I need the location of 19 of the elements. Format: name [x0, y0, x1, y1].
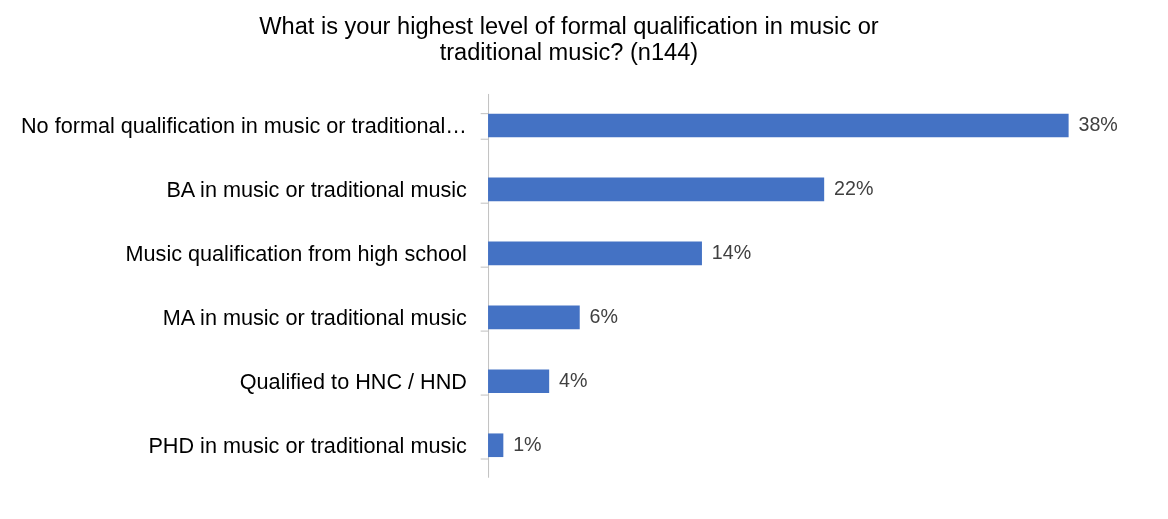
y-tick-label: BA in music or traditional music	[166, 176, 468, 202]
bar	[488, 369, 550, 394]
y-tick-label: Qualified to HNC / HND	[239, 368, 467, 394]
y-tick-label: MA in music or traditional music	[162, 304, 468, 330]
bar	[488, 177, 825, 202]
data-label: 22%	[834, 177, 874, 200]
y-tick-label: PHD in music or traditional music	[148, 432, 468, 458]
bar	[488, 241, 702, 266]
data-label: 4%	[559, 369, 588, 392]
bar	[488, 305, 580, 330]
chart-title: What is your highest level of formal qualification in music or traditional music? (n144)	[259, 13, 879, 66]
data-label: 14%	[711, 241, 752, 264]
data-label: 38%	[1078, 113, 1118, 136]
data-label: 6%	[589, 305, 618, 328]
y-tick-label: Music qualification from high school	[125, 240, 467, 266]
bar	[488, 113, 1069, 138]
bar	[488, 433, 504, 458]
data-label: 1%	[513, 433, 542, 456]
y-tick-label: No formal qualification in music or traditional…	[21, 112, 467, 138]
